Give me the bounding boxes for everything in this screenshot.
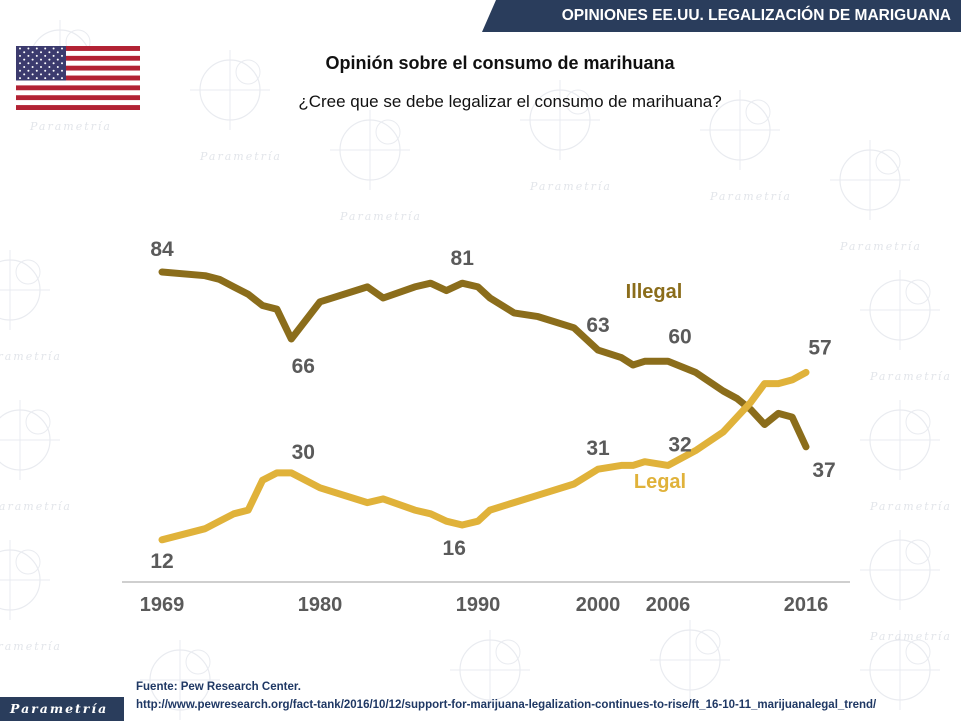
watermark-tile: Parametría	[860, 630, 940, 710]
svg-text:Parametría: Parametría	[869, 500, 952, 513]
data-label-legal: 57	[808, 336, 831, 359]
data-label-illegal: 63	[586, 314, 609, 337]
x-tick-label: 1980	[298, 594, 343, 616]
data-label-legal: 16	[443, 537, 466, 560]
watermark-tile: Parametría	[190, 50, 282, 163]
watermark-tile: Parametría	[860, 400, 952, 513]
watermark-tile: Parametría	[520, 80, 612, 193]
watermark-tile: Parametría	[860, 530, 952, 643]
svg-text:Parametría: Parametría	[0, 640, 62, 653]
data-label-illegal: 60	[668, 325, 691, 348]
source-url[interactable]: http://www.pewresearch.org/fact-tank/201…	[136, 699, 877, 711]
watermark-tile: Parametría	[830, 140, 922, 253]
svg-text:Parametría: Parametría	[869, 630, 952, 643]
svg-text:Parametría: Parametría	[529, 180, 612, 193]
svg-text:Parametría: Parametría	[839, 240, 922, 253]
watermark-tile: Parametría	[0, 540, 62, 653]
data-label-illegal: 37	[812, 459, 835, 482]
data-label-legal: 32	[668, 433, 691, 456]
watermark-tile: Parametría	[140, 640, 220, 720]
data-label-illegal: 66	[292, 355, 315, 378]
svg-text:Parametría: Parametría	[869, 370, 952, 383]
watermark-tile: Parametría	[0, 400, 72, 513]
watermark-tile: Parametría	[0, 250, 62, 363]
watermark-tile: Parametría	[700, 90, 792, 203]
data-label-illegal: 84	[150, 238, 174, 261]
series-name-illegal: Illegal	[626, 281, 683, 303]
data-label-legal: 30	[292, 441, 315, 464]
svg-text:Parametría: Parametría	[0, 350, 62, 363]
data-label-legal: 12	[150, 550, 173, 573]
source-label: Fuente: Pew Research Center.	[136, 681, 301, 693]
svg-text:Parametría: Parametría	[199, 150, 282, 163]
series-line-legal	[158, 368, 810, 544]
header-banner: OPINIONES EE.UU. LEGALIZACIÓN DE MARIGUA…	[482, 0, 961, 32]
data-label-illegal: 81	[451, 247, 475, 270]
brand-logo: Parametría	[0, 697, 124, 721]
chart-question: ¿Cree que se debe legalizar el consumo d…	[298, 92, 722, 111]
svg-text:Parametría: Parametría	[0, 500, 72, 513]
us-flag-icon	[16, 46, 140, 110]
series-name-legal: Legal	[634, 471, 686, 493]
watermark-tile: Parametría	[860, 270, 952, 383]
watermark-tile: Parametría	[450, 630, 530, 710]
series-line-illegal	[158, 268, 810, 451]
page-title: Opinión sobre el consumo de marihuana	[325, 53, 675, 73]
watermark-tile: Parametría	[330, 110, 422, 223]
x-tick-label: 1990	[456, 594, 501, 616]
svg-text:Parametría: Parametría	[339, 210, 422, 223]
x-tick-label: 2016	[784, 594, 829, 616]
svg-text:Parametría: Parametría	[29, 120, 112, 133]
x-tick-label: 2006	[646, 594, 691, 616]
x-tick-label: 1969	[140, 594, 185, 616]
x-tick-label: 2000	[576, 594, 621, 616]
svg-text:Parametría: Parametría	[709, 190, 792, 203]
data-label-legal: 31	[586, 437, 610, 460]
